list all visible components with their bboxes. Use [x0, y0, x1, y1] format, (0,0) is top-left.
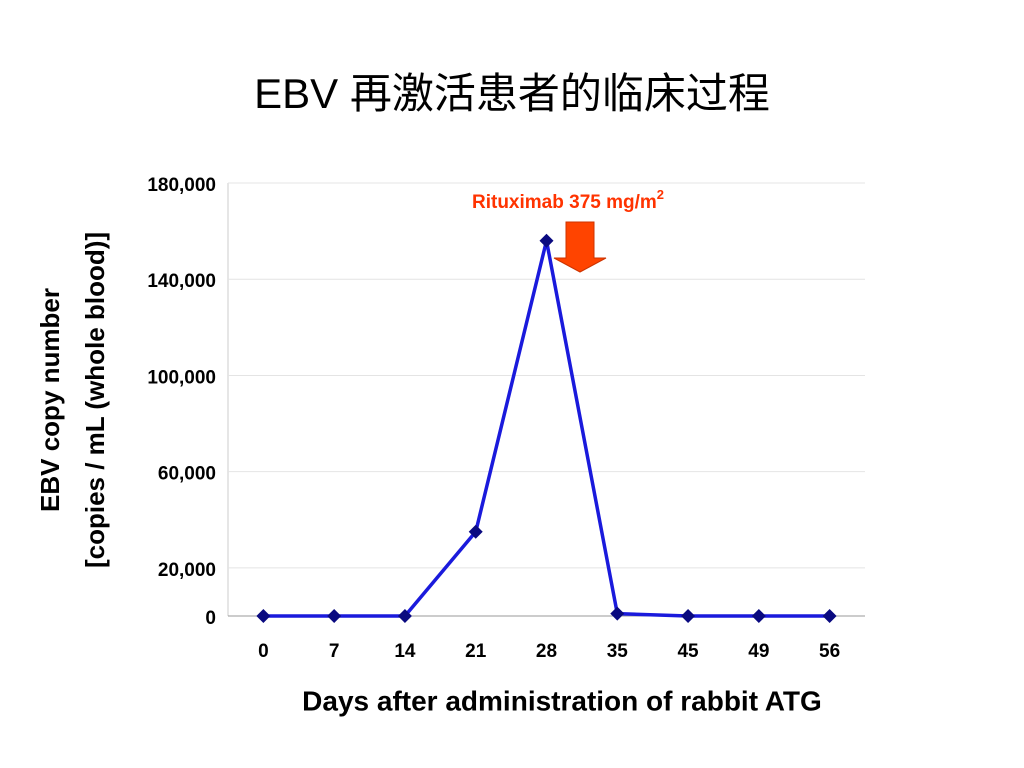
annotation: Rituximab 375 mg/m2	[472, 187, 664, 213]
marker	[327, 609, 342, 623]
x-tick-label: 49	[748, 641, 769, 662]
y-tick-label: 100,000	[147, 367, 216, 388]
y-tick-label: 140,000	[147, 271, 216, 292]
x-tick-label: 56	[819, 641, 840, 662]
x-tick-label: 21	[465, 641, 487, 662]
x-tick-label: 14	[394, 641, 416, 662]
y-tick-label: 180,000	[147, 175, 216, 196]
y-axis-label: [copies / mL (whole blood)]	[80, 232, 110, 568]
marker	[822, 609, 837, 623]
x-tick-label: 0	[258, 641, 269, 662]
x-tick-label: 7	[329, 641, 340, 662]
marker	[610, 606, 625, 621]
y-tick-label: 20,000	[158, 560, 216, 581]
y-axis-label: EBV copy number	[35, 288, 65, 512]
marker	[468, 524, 483, 539]
y-tick-label: 0	[205, 608, 216, 629]
marker	[539, 233, 554, 248]
marker	[751, 609, 766, 623]
annotation-text: Rituximab 375 mg/m	[472, 192, 657, 213]
marker	[681, 609, 696, 623]
marker	[397, 609, 412, 623]
y-tick-label: 60,000	[158, 464, 216, 485]
line	[263, 238, 830, 618]
annotation-sup: 2	[657, 187, 664, 202]
x-axis-label: Days after administration of rabbit ATG	[302, 685, 822, 716]
marker	[256, 609, 271, 623]
x-tick-label: 35	[607, 641, 629, 662]
chart-title: EBV 再激活患者的临床过程	[254, 70, 770, 117]
x-tick-label: 28	[536, 641, 557, 662]
x-tick-label: 45	[677, 641, 699, 662]
annotation-arrow	[553, 221, 607, 273]
